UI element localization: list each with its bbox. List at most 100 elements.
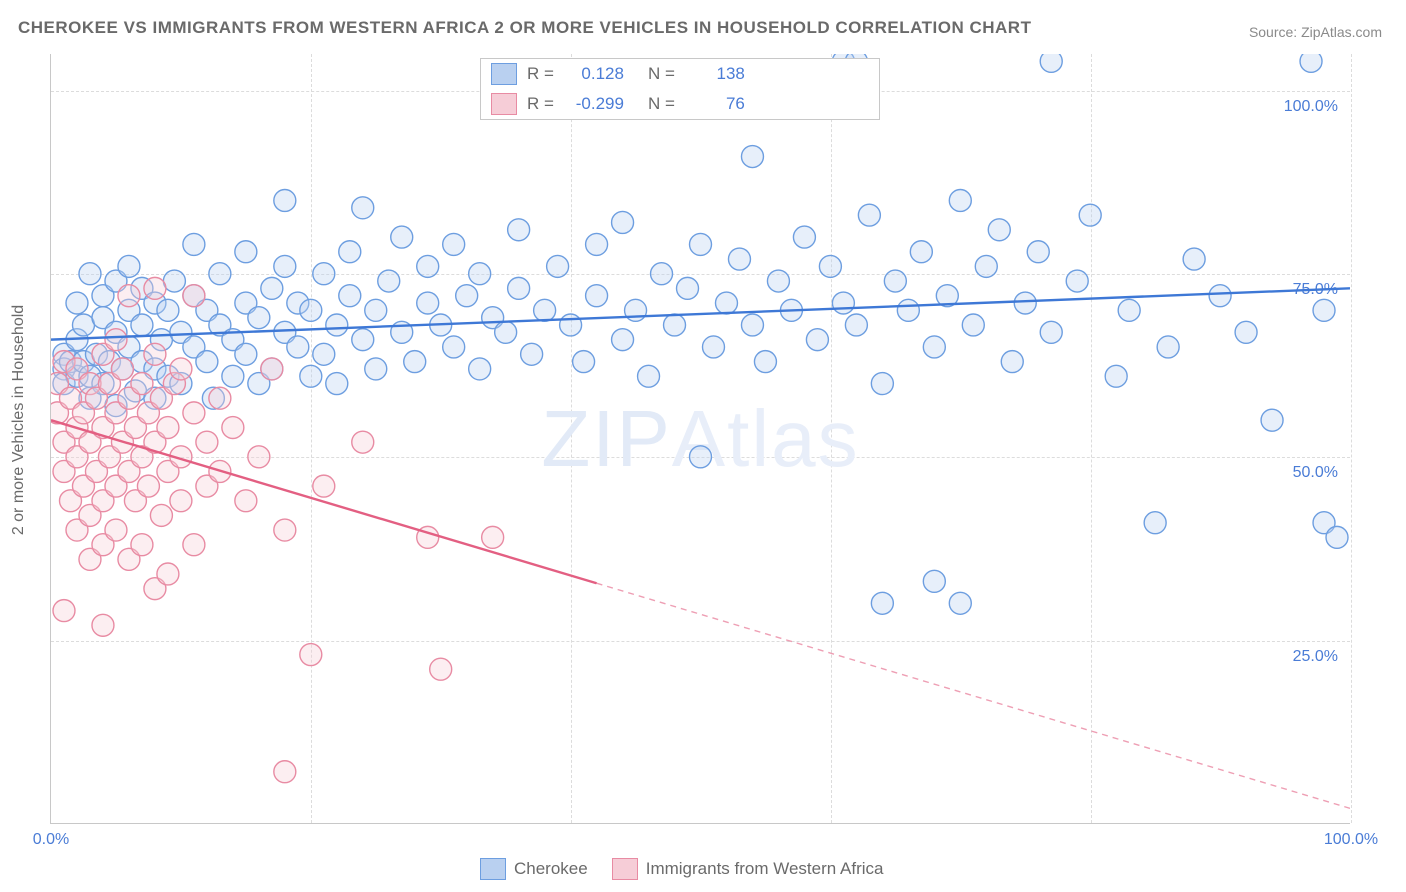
plot-svg bbox=[51, 54, 1350, 823]
scatter-point bbox=[456, 285, 478, 307]
scatter-point bbox=[274, 255, 296, 277]
scatter-point bbox=[105, 519, 127, 541]
scatter-point bbox=[183, 285, 205, 307]
chart-container: CHEROKEE VS IMMIGRANTS FROM WESTERN AFRI… bbox=[0, 0, 1406, 892]
scatter-point bbox=[560, 314, 582, 336]
source-label: Source: ZipAtlas.com bbox=[1249, 24, 1382, 40]
scatter-point bbox=[690, 446, 712, 468]
scatter-point bbox=[326, 373, 348, 395]
scatter-point bbox=[248, 307, 270, 329]
scatter-point bbox=[274, 519, 296, 541]
scatter-point bbox=[1079, 204, 1101, 226]
scatter-point bbox=[715, 292, 737, 314]
scatter-point bbox=[339, 241, 361, 263]
scatter-point bbox=[923, 570, 945, 592]
scatter-point bbox=[754, 351, 776, 373]
chart-title: CHEROKEE VS IMMIGRANTS FROM WESTERN AFRI… bbox=[18, 18, 1031, 38]
scatter-point bbox=[638, 365, 660, 387]
scatter-point bbox=[469, 358, 491, 380]
scatter-point bbox=[261, 277, 283, 299]
scatter-point bbox=[677, 277, 699, 299]
scatter-point bbox=[300, 299, 322, 321]
scatter-point bbox=[793, 226, 815, 248]
scatter-point bbox=[53, 600, 75, 622]
legend-r-value: -0.299 bbox=[564, 94, 624, 114]
scatter-point bbox=[157, 563, 179, 585]
scatter-point bbox=[482, 526, 504, 548]
scatter-point bbox=[612, 329, 634, 351]
legend-n-label: N = bbox=[648, 64, 675, 84]
scatter-point bbox=[131, 534, 153, 556]
scatter-point bbox=[702, 336, 724, 358]
correlation-legend: R =0.128N =138R =-0.299N =76 bbox=[480, 58, 880, 120]
legend-label: Immigrants from Western Africa bbox=[646, 859, 884, 879]
scatter-point bbox=[131, 373, 153, 395]
scatter-point bbox=[365, 299, 387, 321]
legend-row: R =-0.299N =76 bbox=[481, 89, 879, 119]
scatter-point bbox=[586, 285, 608, 307]
scatter-point bbox=[170, 490, 192, 512]
scatter-point bbox=[287, 336, 309, 358]
scatter-point bbox=[196, 351, 218, 373]
scatter-point bbox=[728, 248, 750, 270]
scatter-point bbox=[443, 336, 465, 358]
scatter-point bbox=[313, 475, 335, 497]
legend-n-value: 76 bbox=[685, 94, 745, 114]
scatter-point bbox=[326, 314, 348, 336]
scatter-point bbox=[196, 431, 218, 453]
scatter-point bbox=[183, 534, 205, 556]
scatter-point bbox=[170, 358, 192, 380]
scatter-point bbox=[157, 299, 179, 321]
scatter-point bbox=[300, 365, 322, 387]
scatter-point bbox=[222, 417, 244, 439]
scatter-point bbox=[534, 299, 556, 321]
xtick-label: 100.0% bbox=[1324, 831, 1378, 849]
scatter-point bbox=[897, 299, 919, 321]
scatter-point bbox=[183, 233, 205, 255]
scatter-point bbox=[741, 146, 763, 168]
legend-r-label: R = bbox=[527, 64, 554, 84]
scatter-point bbox=[1261, 409, 1283, 431]
scatter-point bbox=[612, 211, 634, 233]
scatter-point bbox=[975, 255, 997, 277]
scatter-point bbox=[144, 277, 166, 299]
plot-area: ZIPAtlas 25.0%50.0%75.0%100.0%0.0%100.0% bbox=[50, 54, 1350, 824]
scatter-point bbox=[1183, 248, 1205, 270]
legend-item: Cherokee bbox=[480, 858, 588, 880]
scatter-point bbox=[235, 490, 257, 512]
scatter-point bbox=[222, 365, 244, 387]
scatter-point bbox=[469, 263, 491, 285]
scatter-point bbox=[352, 197, 374, 219]
scatter-point bbox=[72, 314, 94, 336]
scatter-point bbox=[92, 614, 114, 636]
scatter-point bbox=[871, 373, 893, 395]
scatter-point bbox=[741, 314, 763, 336]
scatter-point bbox=[923, 336, 945, 358]
scatter-point bbox=[832, 292, 854, 314]
scatter-point bbox=[767, 270, 789, 292]
scatter-point bbox=[651, 263, 673, 285]
scatter-point bbox=[274, 761, 296, 783]
scatter-point bbox=[521, 343, 543, 365]
scatter-point bbox=[547, 255, 569, 277]
scatter-point bbox=[1326, 526, 1348, 548]
legend-label: Cherokee bbox=[514, 859, 588, 879]
scatter-point bbox=[404, 351, 426, 373]
scatter-point bbox=[261, 358, 283, 380]
scatter-point bbox=[144, 343, 166, 365]
scatter-point bbox=[962, 314, 984, 336]
scatter-point bbox=[1014, 292, 1036, 314]
scatter-point bbox=[118, 285, 140, 307]
legend-n-value: 138 bbox=[685, 64, 745, 84]
legend-n-label: N = bbox=[648, 94, 675, 114]
scatter-point bbox=[1066, 270, 1088, 292]
scatter-point bbox=[313, 263, 335, 285]
scatter-point bbox=[1040, 321, 1062, 343]
scatter-point bbox=[378, 270, 400, 292]
scatter-point bbox=[806, 329, 828, 351]
legend-swatch bbox=[491, 63, 517, 85]
scatter-point bbox=[1300, 54, 1322, 72]
scatter-point bbox=[495, 321, 517, 343]
scatter-point bbox=[150, 504, 172, 526]
gridline-v bbox=[1351, 54, 1352, 823]
